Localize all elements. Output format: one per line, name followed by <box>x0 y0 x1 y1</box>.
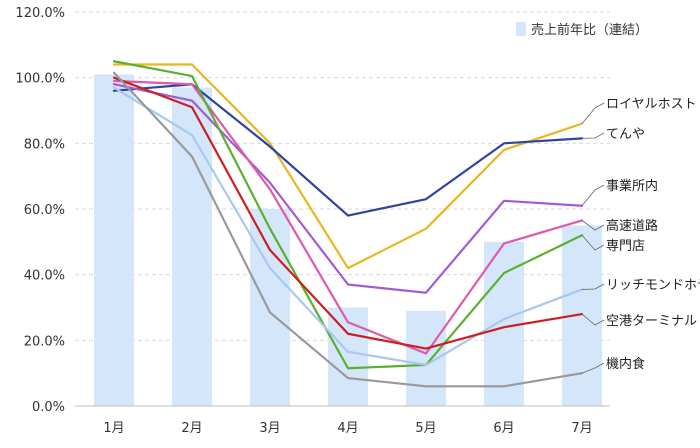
leader-line <box>581 313 605 326</box>
x-tick-label: 4月 <box>337 421 358 436</box>
series-label: 空港ターミナル <box>606 314 697 329</box>
leader-line <box>581 184 605 206</box>
series-line <box>112 86 584 367</box>
y-tick-label: 20.0% <box>24 334 65 349</box>
x-tick-label: 6月 <box>493 421 514 436</box>
legend-swatch <box>516 22 526 36</box>
series-line <box>112 79 584 355</box>
bar-series <box>94 74 602 407</box>
leader-line <box>581 235 605 251</box>
y-tick-label: 120.0% <box>15 6 65 21</box>
series-label: 事業所内 <box>606 178 658 194</box>
x-tick-label: 7月 <box>571 421 592 436</box>
legend-label: 売上前年比（連結） <box>531 22 648 38</box>
series-line <box>112 76 584 350</box>
series-line <box>112 60 584 370</box>
y-tick-label: 40.0% <box>24 269 65 284</box>
leader-line <box>581 132 605 139</box>
series-labels: ロイヤルホストてんや事業所内高速道路専門店リッチモンドホテル空港ターミナル機内食 <box>581 97 700 374</box>
series-line <box>112 63 584 270</box>
x-tick-label: 5月 <box>415 421 436 436</box>
x-tick-label: 2月 <box>181 421 202 436</box>
y-tick-label: 100.0% <box>15 72 65 87</box>
series-line <box>112 83 584 294</box>
grid <box>75 11 610 341</box>
series-label: 機内食 <box>606 356 645 372</box>
y-tick-label: 0.0% <box>32 400 65 415</box>
leader-line <box>581 220 605 231</box>
leader-line <box>581 102 605 124</box>
bar <box>94 74 134 406</box>
y-tick-label: 80.0% <box>24 137 65 152</box>
leader-line <box>581 362 605 374</box>
axes: 0.0% 20.0% 40.0% 60.0% 80.0% 100.0% 120.0% 1月 2月… <box>15 6 610 436</box>
series-line <box>112 71 584 388</box>
series-label: ロイヤルホスト <box>606 97 697 112</box>
line-series <box>112 60 584 388</box>
leader-line <box>581 283 605 290</box>
x-tick-label: 3月 <box>259 421 280 436</box>
series-label: てんや <box>606 127 645 142</box>
series-label: 専門店 <box>606 239 645 254</box>
series-label: 高速道路 <box>606 218 658 234</box>
y-tick-label: 60.0% <box>24 203 65 218</box>
legend: 売上前年比（連結） <box>516 22 648 38</box>
series-label: リッチモンドホテル <box>606 278 700 293</box>
bar <box>250 209 290 406</box>
bar <box>406 310 446 406</box>
bar <box>328 307 368 406</box>
x-tick-label: 1月 <box>103 421 124 436</box>
